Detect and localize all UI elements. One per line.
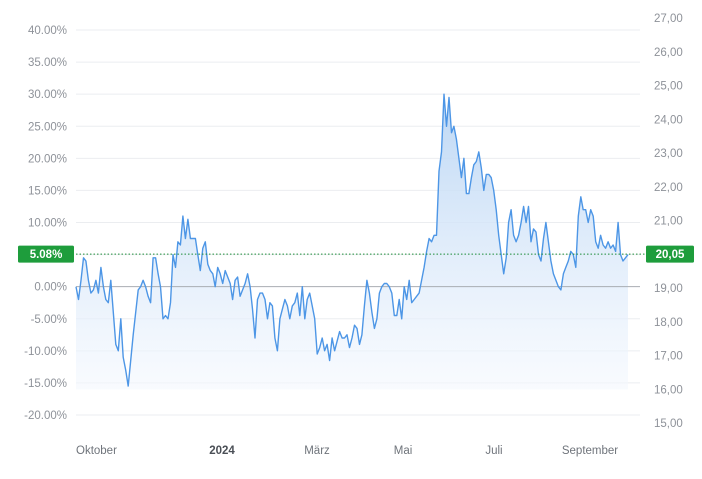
x-axis-label: Juli [485, 445, 502, 457]
current-change-badge-bg [18, 245, 74, 263]
right-tick-label: 21,00 [654, 216, 683, 228]
area-fill [76, 94, 628, 390]
right-tick-label: 15,00 [654, 418, 683, 430]
x-axis-label: September [562, 445, 618, 457]
right-tick-label: 18,00 [654, 317, 683, 329]
current-price-badge-bg [646, 245, 694, 263]
x-axis-labels: Oktober 2024 März Mai Juli September [76, 445, 618, 457]
right-tick-label: 16,00 [654, 384, 683, 396]
x-axis-label: Mai [394, 445, 413, 457]
left-tick-label: -20.00% [24, 410, 67, 422]
current-change-label: 5.08% [30, 249, 63, 261]
left-tick-label: -15.00% [24, 378, 67, 390]
left-tick-label: 30.00% [28, 89, 67, 101]
left-tick-label: 20.00% [28, 153, 67, 165]
x-axis-label: Oktober [76, 445, 117, 457]
right-tick-label: 26,00 [654, 47, 683, 59]
series-line [75, 93, 629, 387]
left-tick-label: 35.00% [28, 57, 67, 69]
right-tick-label: 22,00 [654, 182, 683, 194]
left-tick-label: 25.00% [28, 121, 67, 133]
right-tick-label: 23,00 [654, 148, 683, 160]
right-tick-label: 27,00 [654, 13, 683, 25]
left-tick-label: 0.00% [34, 282, 67, 294]
current-price-badge: 20,05 [646, 245, 694, 263]
area-fill-group [76, 94, 628, 390]
left-tick-label: 15.00% [28, 185, 67, 197]
current-price-label: 20,05 [656, 249, 685, 261]
x-axis-label: März [304, 445, 330, 457]
left-tick-label: 40.00% [28, 25, 67, 37]
series-line-group [75, 93, 629, 387]
x-axis-label: 2024 [209, 445, 235, 457]
left-axis-ticks: 40.00% 35.00% 30.00% 25.00% 20.00% 15.00% 10.0… [24, 25, 67, 422]
right-tick-label: 19,00 [654, 283, 683, 295]
right-axis-ticks: 27,0026,0025,0024,0023,0022,0021,0020,00… [654, 13, 683, 430]
right-tick-label: 24,00 [654, 114, 683, 126]
left-tick-label: 10.00% [28, 218, 67, 230]
right-tick-label: 25,00 [654, 81, 683, 93]
left-tick-label: -10.00% [24, 346, 67, 358]
left-tick-label: -5.00% [31, 314, 67, 326]
current-change-badge: 5.08% [18, 245, 74, 263]
right-tick-label: 17,00 [654, 351, 683, 363]
